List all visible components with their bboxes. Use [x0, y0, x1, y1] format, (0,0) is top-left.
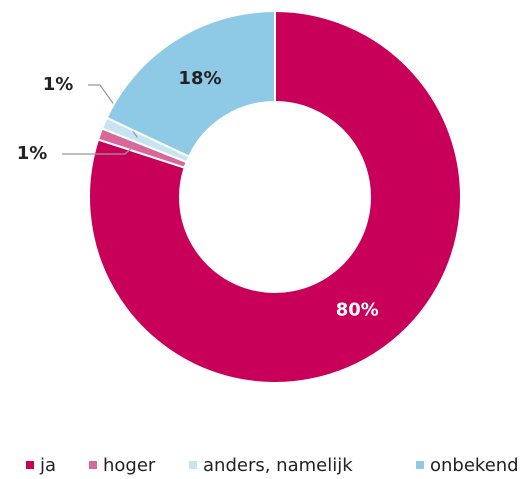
legend-label: anders, namelijk	[203, 455, 353, 476]
legend-marker	[189, 461, 197, 469]
slice	[105, 9, 276, 158]
data-label: 1%	[43, 74, 74, 95]
legend-marker	[26, 461, 34, 469]
legend-label: hoger	[103, 455, 156, 476]
legend-marker	[416, 461, 424, 469]
legend-label: ja	[39, 455, 56, 476]
data-label: 80%	[336, 299, 379, 320]
legend-marker	[89, 461, 97, 469]
legend-label: onbekend	[430, 455, 519, 476]
slice	[88, 9, 462, 384]
data-label: 1%	[17, 143, 48, 164]
data-label: 18%	[178, 68, 221, 89]
leader-line	[62, 145, 135, 155]
